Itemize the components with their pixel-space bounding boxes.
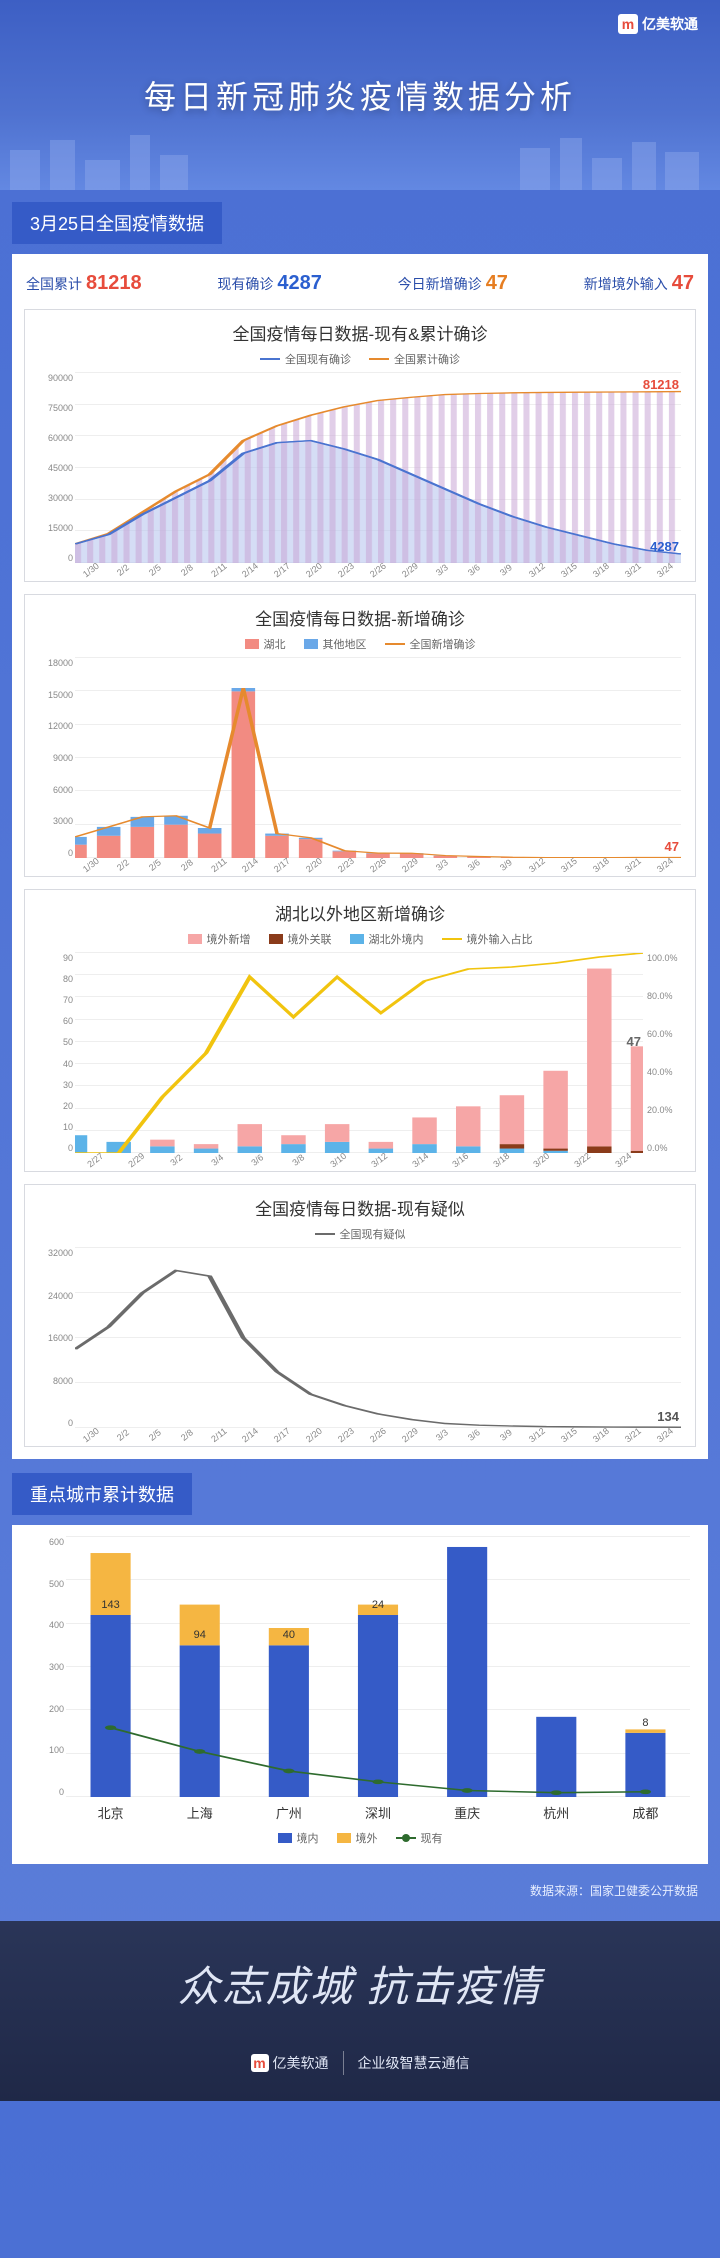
plot-area: 143 94 40 24 8 [66, 1537, 690, 1797]
chart1-title: 全国疫情每日数据-现有&累计确诊 [33, 320, 687, 345]
city-silhouette-icon [0, 130, 720, 190]
legend-item: 湖北 [245, 636, 286, 652]
stat-value: 47 [486, 272, 508, 295]
stat-item: 新增境外输入 47 [584, 272, 694, 295]
x-axis: 2/272/293/23/43/63/83/103/123/143/163/18… [75, 1155, 643, 1165]
data-source: 数据来源：国家卫健委公开数据 [12, 1878, 708, 1909]
content: 3月25日全国疫情数据 全国累计 81218 现有确诊 4287 今日新增确诊 47… [0, 190, 720, 1921]
stat-label: 全国累计 [26, 274, 82, 294]
section1-card: 全国累计 81218现有确诊 4287今日新增确诊 47新增境外输入 47 全国… [12, 254, 708, 1459]
y-axis: 0102030405060708090 [33, 953, 73, 1153]
legend-item: 全国累计确诊 [369, 351, 460, 367]
legend-item: 境外关联 [269, 931, 332, 947]
section1-tab: 3月25日全国疫情数据 [12, 202, 222, 244]
y-axis: 0150003000045000600007500090000 [33, 373, 73, 563]
footer-brand-name: 亿美软通 [273, 2053, 329, 2073]
bar-value-label: 40 [283, 1629, 295, 1641]
stats-row: 全国累计 81218现有确诊 4287今日新增确诊 47新增境外输入 47 [24, 266, 696, 297]
legend-item: 境外输入占比 [442, 931, 533, 947]
legend-item: 全国现有疑似 [315, 1226, 406, 1242]
bar-value-label: 94 [194, 1629, 206, 1641]
x-axis: 1/302/22/52/82/112/142/172/202/232/262/2… [75, 1430, 681, 1440]
bar-value-label: 8 [642, 1717, 648, 1729]
stat-value: 4287 [277, 272, 322, 295]
legend-item: 全国现有确诊 [260, 351, 351, 367]
footer-divider [343, 2051, 344, 2075]
plot-area [75, 373, 681, 563]
x-axis: 1/302/22/52/82/112/142/172/202/232/262/2… [75, 565, 681, 575]
y-axis: 08000160002400032000 [33, 1248, 73, 1428]
legend-item: 境外 [337, 1830, 378, 1846]
x-axis: 北京上海广州深圳重庆杭州成都 [66, 1803, 690, 1822]
legend-item: 境内 [278, 1830, 319, 1846]
stat-item: 今日新增确诊 47 [398, 272, 508, 295]
chart1-body: 0150003000045000600007500090000 81218 428… [33, 373, 687, 563]
chart5-legend: 境内 境外 现有 [24, 1830, 696, 1846]
end-value-label: 4287 [650, 539, 679, 554]
legend-item: 其他地区 [304, 636, 367, 652]
footer: 众志成城 抗击疫情 m 亿美软通 企业级智慧云通信 [0, 1921, 720, 2101]
footer-logo-m-icon: m [251, 2054, 269, 2072]
plot-area [75, 1248, 681, 1428]
legend-item: 境外新增 [188, 931, 251, 947]
chart3-legend: 境外新增 境外关联 湖北外境内 境外输入占比 [33, 931, 687, 947]
bar-value-label: 24 [372, 1599, 384, 1611]
y-axis: 0100200300400500600 [24, 1537, 64, 1797]
plot-area [75, 658, 681, 858]
chart3-body: 0102030405060708090 0.0%20.0%40.0%60.0%80… [33, 953, 687, 1153]
chart5-body: 0100200300400500600 143 94 40 24 8 [24, 1537, 696, 1797]
y2-axis: 0.0%20.0%40.0%60.0%80.0%100.0% [647, 953, 687, 1153]
stat-value: 81218 [86, 272, 142, 295]
end-value-label: 47 [627, 1034, 641, 1049]
chart3-title: 湖北以外地区新增确诊 [33, 900, 687, 925]
bar-value-label: 143 [101, 1599, 119, 1611]
footer-subtitle: 企业级智慧云通信 [358, 2053, 470, 2073]
stat-label: 新增境外输入 [584, 274, 668, 294]
chart4-card: 全国疫情每日数据-现有疑似 全国现有疑似 0800016000240003200… [24, 1184, 696, 1447]
footer-slogan: 众志成城 抗击疫情 [0, 1953, 720, 2014]
banner-title: 每日新冠肺炎疫情数据分析 [0, 72, 720, 118]
legend-item: 全国新增确诊 [385, 636, 476, 652]
y-axis: 0300060009000120001500018000 [33, 658, 73, 858]
chart1-legend: 全国现有确诊 全国累计确诊 [33, 351, 687, 367]
x-axis: 1/302/22/52/82/112/142/172/202/232/262/2… [75, 860, 681, 870]
stat-label: 今日新增确诊 [398, 274, 482, 294]
legend-item: 现有 [396, 1830, 443, 1846]
section2-tab: 重点城市累计数据 [12, 1473, 192, 1515]
brand-logo-top: m 亿美软通 [618, 14, 698, 34]
chart4-legend: 全国现有疑似 [33, 1226, 687, 1242]
section2-card: 0100200300400500600 143 94 40 24 8 北京上海广州深圳重庆杭… [12, 1525, 708, 1864]
chart1-card: 全国疫情每日数据-现有&累计确诊 全国现有确诊 全国累计确诊 0150003000… [24, 309, 696, 582]
plot-area [75, 953, 643, 1153]
banner: m 亿美软通 每日新冠肺炎疫情数据分析 [0, 0, 720, 190]
stat-item: 全国累计 81218 [26, 272, 142, 295]
chart2-legend: 湖北 其他地区 全国新增确诊 [33, 636, 687, 652]
legend-item: 湖北外境内 [350, 931, 424, 947]
logo-m-icon: m [618, 14, 638, 34]
stat-value: 47 [672, 272, 694, 295]
footer-brand: m 亿美软通 企业级智慧云通信 [0, 2051, 720, 2075]
chart3-card: 湖北以外地区新增确诊 境外新增 境外关联 湖北外境内 境外输入占比 010203040… [24, 889, 696, 1172]
chart4-title: 全国疫情每日数据-现有疑似 [33, 1195, 687, 1220]
chart2-title: 全国疫情每日数据-新增确诊 [33, 605, 687, 630]
chart4-body: 08000160002400032000134 [33, 1248, 687, 1428]
stat-label: 现有确诊 [217, 274, 273, 294]
chart2-body: 030006000900012000150001800047 [33, 658, 687, 858]
chart2-card: 全国疫情每日数据-新增确诊 湖北 其他地区 全国新增确诊 0300060009000… [24, 594, 696, 877]
end-value-label: 81218 [643, 377, 679, 392]
stat-item: 现有确诊 4287 [217, 272, 322, 295]
brand-name: 亿美软通 [642, 14, 698, 34]
